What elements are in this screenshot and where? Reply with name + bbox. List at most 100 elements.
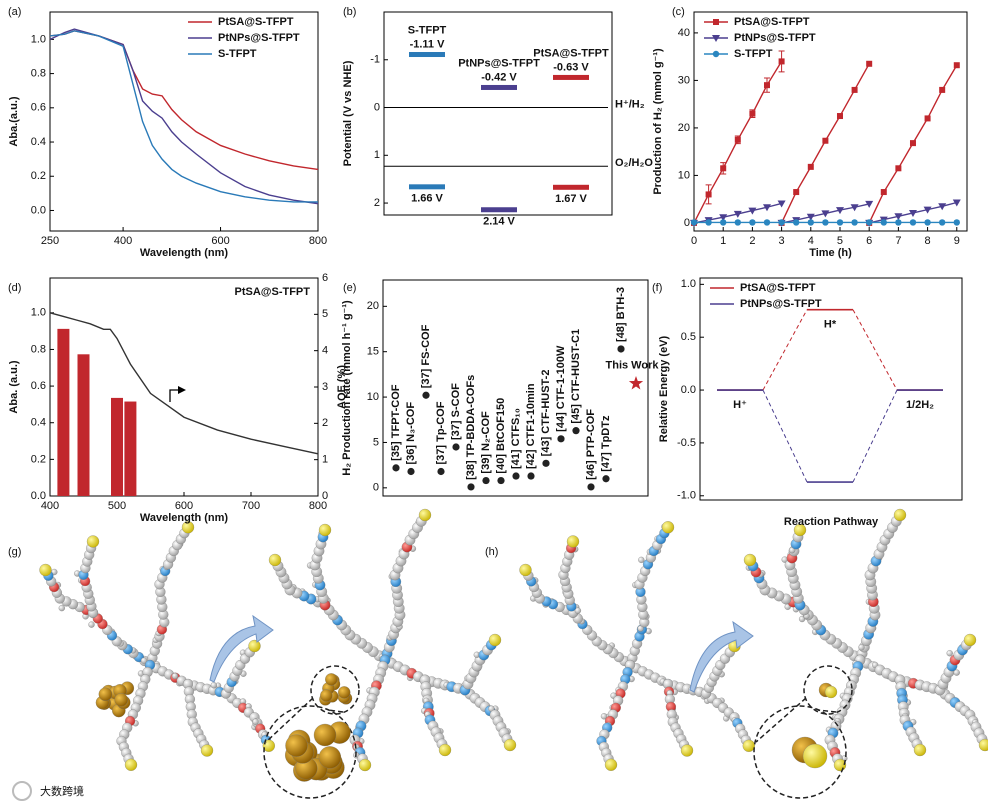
bar bbox=[124, 401, 137, 496]
reaction-arrow bbox=[209, 614, 274, 683]
y-tick-label: 0.8 bbox=[31, 68, 46, 80]
marker bbox=[778, 58, 785, 65]
marker bbox=[924, 115, 931, 122]
marker bbox=[866, 60, 873, 67]
y2-tick-label: 5 bbox=[322, 308, 328, 320]
plot-frame bbox=[382, 279, 649, 497]
material-label: S-TFPT bbox=[408, 24, 447, 36]
scatter-point bbox=[572, 427, 580, 435]
atom bbox=[953, 669, 960, 676]
bar bbox=[111, 397, 123, 496]
legend-label: PtNPs@S-TFPT bbox=[734, 32, 816, 44]
marker bbox=[748, 207, 757, 215]
band-level bbox=[553, 74, 589, 80]
atom bbox=[566, 535, 580, 548]
zoom-link bbox=[327, 709, 344, 713]
x-tick-label: 800 bbox=[309, 500, 327, 512]
marker bbox=[909, 219, 917, 226]
y2-tick-label: 4 bbox=[322, 345, 328, 357]
point-label: [35] TFPT-COF bbox=[390, 384, 402, 461]
atom bbox=[600, 713, 608, 720]
marker bbox=[953, 62, 960, 69]
x-tick-label: 500 bbox=[108, 500, 126, 512]
atom bbox=[98, 687, 113, 701]
reference-label: O₂/H₂O bbox=[615, 157, 653, 169]
x-tick-label: 1 bbox=[720, 235, 726, 247]
atom bbox=[742, 739, 755, 752]
connector bbox=[762, 389, 808, 483]
data-line bbox=[49, 312, 319, 455]
y2-tick-label: 1 bbox=[322, 454, 328, 466]
scatter-point bbox=[512, 472, 520, 480]
scatter-point bbox=[437, 467, 445, 476]
y-tick-label: 0.5 bbox=[681, 331, 696, 343]
y-tick-label: 15 bbox=[367, 346, 379, 358]
x-tick-label: 800 bbox=[309, 235, 327, 247]
atom bbox=[503, 738, 517, 752]
band-level bbox=[481, 84, 517, 90]
atom bbox=[252, 718, 259, 725]
x-tick-label: 6 bbox=[866, 235, 872, 247]
y-tick-label: 0.6 bbox=[31, 102, 46, 114]
watermark: 大数跨境 bbox=[40, 784, 84, 798]
watermark-icon bbox=[12, 781, 32, 801]
marker bbox=[908, 209, 917, 217]
marker bbox=[690, 219, 698, 226]
marker bbox=[939, 86, 946, 93]
marker bbox=[822, 219, 829, 226]
legend-label: S-TFPT bbox=[218, 48, 257, 60]
marker bbox=[894, 213, 903, 221]
y-tick-label: 0 bbox=[374, 101, 380, 113]
x-tick-label: 4 bbox=[808, 235, 814, 247]
point-label: [41] CTFS₁₀ bbox=[510, 408, 522, 469]
marker bbox=[734, 219, 741, 226]
value-label: 1.66 V bbox=[411, 193, 443, 205]
y-tick-label: -0.5 bbox=[677, 437, 696, 449]
marker bbox=[924, 219, 931, 226]
zoom-link bbox=[755, 697, 807, 743]
y-tick-label: 10 bbox=[367, 391, 379, 403]
atom bbox=[418, 508, 432, 522]
marker bbox=[793, 189, 800, 196]
atom bbox=[318, 746, 342, 769]
marker bbox=[806, 213, 815, 221]
x-tick-label: 700 bbox=[242, 500, 260, 512]
atom bbox=[802, 743, 828, 769]
scatter-point bbox=[497, 476, 505, 485]
y2-tick-label: 2 bbox=[322, 417, 328, 429]
point-label: [44] CTF-1-100W bbox=[555, 345, 567, 432]
reference-label: H⁺/H₂ bbox=[615, 98, 645, 110]
point-label: [47] TpDTz bbox=[600, 415, 612, 472]
marker bbox=[778, 219, 785, 226]
point-label: [43] CTF-HUST-2 bbox=[540, 370, 552, 457]
marker bbox=[865, 219, 873, 226]
y-tick-label: 30 bbox=[678, 74, 690, 86]
state-label: H⁺ bbox=[733, 399, 747, 411]
marker bbox=[836, 113, 843, 120]
data-line bbox=[49, 30, 318, 203]
marker bbox=[749, 110, 756, 117]
atom bbox=[320, 689, 333, 702]
marker bbox=[749, 219, 756, 226]
marker bbox=[734, 136, 741, 143]
marker bbox=[719, 219, 727, 226]
y-tick-label: 1.0 bbox=[31, 33, 46, 45]
atom bbox=[268, 553, 282, 567]
x-tick-label: 0 bbox=[691, 235, 697, 247]
marker bbox=[836, 219, 844, 226]
plot-frame bbox=[699, 277, 963, 501]
y-tick-label: 5 bbox=[373, 436, 379, 448]
point-label: [46] PTP-COF bbox=[585, 409, 597, 480]
marker bbox=[938, 203, 947, 211]
y-tick-label: 0.0 bbox=[31, 204, 46, 216]
band-level bbox=[553, 184, 589, 190]
marker bbox=[851, 86, 858, 93]
atom bbox=[88, 621, 95, 628]
x-axis-label: Time (h) bbox=[809, 247, 852, 259]
marker bbox=[923, 206, 932, 214]
atom bbox=[833, 758, 847, 772]
bar bbox=[57, 328, 70, 496]
scatter-point bbox=[482, 476, 490, 485]
atom bbox=[181, 521, 195, 534]
